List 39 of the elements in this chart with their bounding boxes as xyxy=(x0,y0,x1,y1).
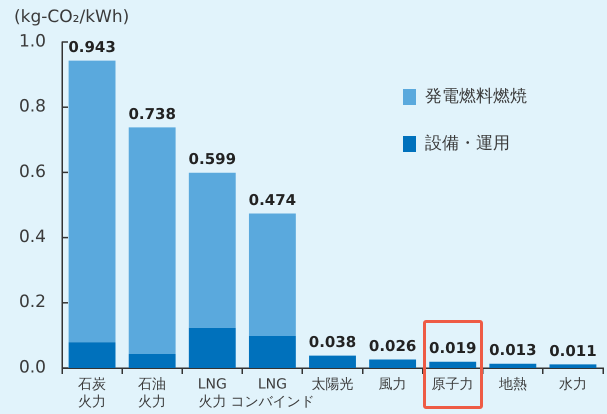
x-tick-label: 地熱 xyxy=(498,376,527,392)
total-label: 0.943 xyxy=(68,38,116,56)
bar xyxy=(188,328,236,368)
total-label: 0.013 xyxy=(489,341,537,360)
y-tick-label: 0.4 xyxy=(18,227,46,248)
x-tick-label: 石油火力 xyxy=(138,376,166,410)
legend-label: 設備・運用 xyxy=(425,133,510,154)
total-label: 0.599 xyxy=(188,150,236,168)
y-tick-label: 0.6 xyxy=(18,162,46,182)
x-tick-label: LNG火力 xyxy=(198,376,227,410)
y-tick-label: 1.0 xyxy=(18,31,46,52)
total-label: 0.019 xyxy=(428,339,476,358)
total-label: 0.738 xyxy=(128,104,176,123)
y-axis-title: (kg-CO₂/kWh) xyxy=(14,7,130,27)
y-tick-label: 0.0 xyxy=(18,357,46,378)
y-tick-label: 0.8 xyxy=(18,96,46,117)
total-label: 0.038 xyxy=(308,333,356,352)
bar xyxy=(550,364,596,368)
bar xyxy=(188,172,236,328)
x-tick-label: 水力 xyxy=(558,376,587,392)
bar xyxy=(429,362,476,368)
x-tick-label: 原子力 xyxy=(432,376,474,392)
y-tick-label: 0.2 xyxy=(18,292,46,312)
bar xyxy=(248,213,296,336)
bar xyxy=(369,360,416,368)
bar xyxy=(68,60,116,342)
bar xyxy=(128,354,176,368)
x-tick-label: 石炭火力 xyxy=(78,376,106,410)
bar xyxy=(128,127,176,354)
total-label: 0.026 xyxy=(368,336,416,355)
bar xyxy=(68,342,116,368)
total-label: 0.011 xyxy=(549,342,597,360)
total-label: 0.474 xyxy=(248,190,296,209)
x-tick-label: 風力 xyxy=(378,376,407,392)
x-tick-label: 太陽光 xyxy=(312,376,354,392)
bar xyxy=(248,336,296,368)
bar xyxy=(489,364,536,368)
legend-label: 発電燃料燃焼 xyxy=(425,86,527,106)
bar xyxy=(309,356,356,368)
